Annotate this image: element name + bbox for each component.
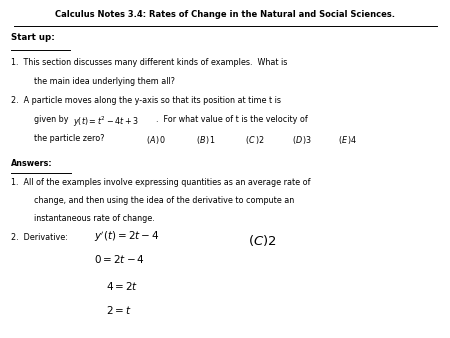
Text: Answers:: Answers: <box>11 159 53 168</box>
Text: $(E\/)4$: $(E\/)4$ <box>338 134 358 146</box>
Text: 2.  A particle moves along the y-axis so that its position at time t is: 2. A particle moves along the y-axis so … <box>11 96 281 105</box>
Text: 1.  All of the examples involve expressing quantities as an average rate of: 1. All of the examples involve expressin… <box>11 178 311 188</box>
Text: 2.  Derivative:: 2. Derivative: <box>11 233 68 242</box>
Text: $(B\/)1$: $(B\/)1$ <box>196 134 215 146</box>
Text: $2=t$: $2=t$ <box>106 304 131 316</box>
Text: $y(t)=t^2-4t+3$: $y(t)=t^2-4t+3$ <box>73 115 140 129</box>
Text: $(A\/)0$: $(A\/)0$ <box>146 134 166 146</box>
Text: 1.  This section discusses many different kinds of examples.  What is: 1. This section discusses many different… <box>11 58 288 68</box>
Text: Start up:: Start up: <box>11 33 55 42</box>
Text: $(C\/)2$: $(C\/)2$ <box>245 134 265 146</box>
Text: the main idea underlying them all?: the main idea underlying them all? <box>34 77 175 86</box>
Text: $(D\,)3$: $(D\,)3$ <box>292 134 312 146</box>
Text: $(C)2$: $(C)2$ <box>248 233 276 248</box>
Text: $y'(t)=2t-4$: $y'(t)=2t-4$ <box>94 230 160 244</box>
Text: $0=2t-4$: $0=2t-4$ <box>94 253 145 265</box>
Text: change, and then using the idea of the derivative to compute an: change, and then using the idea of the d… <box>34 196 294 205</box>
Text: the particle zero?: the particle zero? <box>34 134 104 143</box>
Text: .  For what value of t is the velocity of: . For what value of t is the velocity of <box>156 115 307 124</box>
Text: instantaneous rate of change.: instantaneous rate of change. <box>34 214 154 223</box>
Text: $4=2t$: $4=2t$ <box>106 280 138 292</box>
Text: Calculus Notes 3.4: Rates of Change in the Natural and Social Sciences.: Calculus Notes 3.4: Rates of Change in t… <box>55 10 395 19</box>
Text: given by: given by <box>34 115 71 124</box>
